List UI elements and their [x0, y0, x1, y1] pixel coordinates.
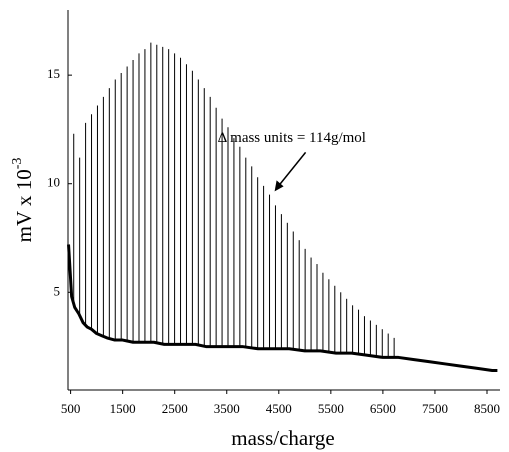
annotation-arrow — [276, 151, 307, 189]
y-label-base: mV x 10 — [12, 169, 36, 242]
y-tick-label: 10 — [47, 175, 60, 190]
x-tick-label: 500 — [61, 401, 81, 416]
x-tick-label: 2500 — [162, 401, 188, 416]
x-axis-label: mass/charge — [231, 426, 334, 450]
y-tick-label: 15 — [47, 66, 60, 81]
annotation: Δ mass units = 114g/mol — [218, 130, 366, 146]
annotation-arrowhead — [274, 180, 284, 192]
x-tick-label: 7500 — [422, 401, 448, 416]
y-axis-label: mV x 10-3 — [10, 158, 36, 243]
y-tick-label: 5 — [54, 283, 61, 298]
x-tick-label: 4500 — [266, 401, 292, 416]
y-label-exponent: -3 — [10, 158, 25, 170]
x-tick-label: 6500 — [370, 401, 396, 416]
x-tick-label: 3500 — [214, 401, 240, 416]
baseline-trace — [67, 244, 498, 372]
x-tick-label: 1500 — [110, 401, 136, 416]
x-tick-label: 5500 — [318, 401, 344, 416]
x-tick-label: 8500 — [474, 401, 500, 416]
